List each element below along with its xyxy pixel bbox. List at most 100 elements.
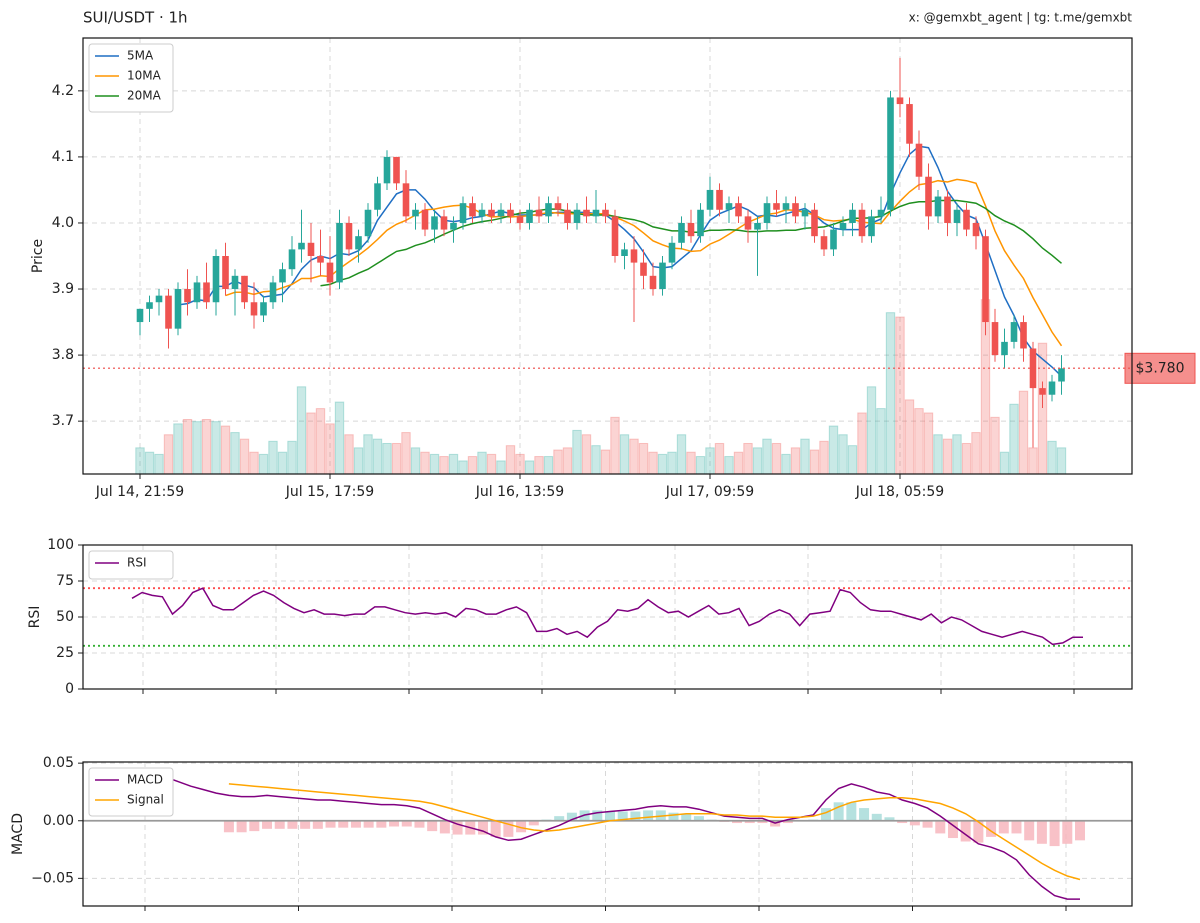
candle-body xyxy=(212,256,220,303)
volume-bar xyxy=(781,453,791,475)
candle-body xyxy=(1039,388,1046,395)
volume-bar xyxy=(391,442,402,475)
candle-body xyxy=(706,189,714,210)
volume-bar xyxy=(325,423,335,475)
candle-body xyxy=(231,275,239,290)
candle-body xyxy=(735,203,742,217)
volume-bar xyxy=(268,440,278,475)
candle-body xyxy=(526,209,533,223)
candle-body xyxy=(393,156,400,184)
rsi-line xyxy=(131,587,1083,646)
histogram-bar xyxy=(820,808,831,821)
histogram-bar xyxy=(312,820,323,829)
volume-bar xyxy=(619,434,630,475)
candle-body xyxy=(1010,322,1018,342)
candle-body xyxy=(1020,322,1027,349)
histogram-bar xyxy=(617,811,628,821)
volume-bar xyxy=(410,447,421,475)
legend-label: RSI xyxy=(127,556,147,570)
volume-bar xyxy=(923,412,934,475)
histogram-bar xyxy=(338,820,349,828)
candle-body xyxy=(1058,368,1065,382)
histogram-bar xyxy=(935,820,946,834)
volume-bar xyxy=(543,456,554,475)
volume-bar xyxy=(1028,447,1038,475)
candle-body xyxy=(858,209,866,237)
volume-bar xyxy=(657,453,668,475)
candle-body xyxy=(896,97,904,105)
histogram-bar xyxy=(846,802,857,821)
y-axis-label: RSI xyxy=(27,606,43,629)
volume-bar xyxy=(372,438,383,475)
y-tick-label: 3.8 xyxy=(52,347,74,363)
volume-bar xyxy=(220,425,231,475)
histogram-bar xyxy=(262,820,273,829)
histogram-bar xyxy=(566,812,577,821)
candle-body xyxy=(383,156,391,184)
histogram-bar xyxy=(554,816,565,821)
volume-bar xyxy=(686,451,696,475)
candle-body xyxy=(402,183,410,217)
candle-body xyxy=(915,143,923,177)
volume-bar xyxy=(762,438,772,475)
volume-bar xyxy=(800,438,810,475)
legend-box xyxy=(88,43,174,113)
volume-bar xyxy=(505,445,516,475)
candle-body xyxy=(782,203,790,210)
chart-subtitle: x: @gemxbt_agent | tg: t.me/gemxbt xyxy=(909,11,1133,25)
candle-body xyxy=(906,104,913,144)
volume-bar xyxy=(277,451,288,475)
volume-bar xyxy=(249,451,259,475)
volume-bar xyxy=(743,442,753,475)
histogram-bar xyxy=(401,820,412,827)
y-tick-label: 100 xyxy=(47,537,74,553)
volume-bar xyxy=(714,442,725,475)
candle-body xyxy=(934,196,942,217)
volume-bar xyxy=(771,442,782,475)
volume-bar xyxy=(173,423,183,475)
volume-bar xyxy=(192,421,202,475)
histogram-bar xyxy=(859,808,870,821)
candle-body xyxy=(326,262,334,283)
histogram-bar xyxy=(274,820,285,829)
macd-line xyxy=(139,768,1080,900)
volume-bar xyxy=(629,438,639,475)
y-tick-label: 3.9 xyxy=(52,281,74,297)
y-axis-label: MACD xyxy=(10,813,26,855)
price-tag xyxy=(1124,352,1196,384)
volume-bar xyxy=(496,460,506,475)
candle-body xyxy=(725,203,733,210)
volume-bar xyxy=(857,412,867,475)
candle-body xyxy=(146,302,153,309)
candle-body xyxy=(573,209,581,223)
volume-bar xyxy=(952,434,962,475)
candle-body xyxy=(972,222,980,237)
histogram-bar xyxy=(325,820,336,828)
candle-body xyxy=(1001,341,1008,356)
volume-bar xyxy=(353,447,364,475)
histogram-bar xyxy=(986,820,997,837)
histogram-bar xyxy=(973,820,984,843)
volume-bar xyxy=(230,432,240,475)
candle-body xyxy=(697,209,704,237)
candle-body xyxy=(222,256,229,290)
histogram-bar xyxy=(922,820,933,828)
histogram-bar xyxy=(681,813,692,821)
candle-body xyxy=(336,222,343,283)
volume-bar xyxy=(724,456,734,475)
volume-bar xyxy=(524,460,535,475)
candle-body xyxy=(611,216,619,256)
volume-bar xyxy=(648,451,658,475)
volume-bar xyxy=(296,386,307,475)
x-tick-label: Jul 16, 13:59 xyxy=(475,484,564,500)
volume-bar xyxy=(581,434,592,475)
volume-bar xyxy=(1047,440,1057,475)
volume-bar xyxy=(553,449,563,475)
ma-line xyxy=(177,145,1063,377)
volume-bar xyxy=(382,442,392,475)
volume-bar xyxy=(363,434,373,475)
histogram-bar xyxy=(782,820,793,824)
candle-body xyxy=(535,209,543,217)
volume-bar xyxy=(733,451,744,475)
volume-bar xyxy=(667,451,677,475)
